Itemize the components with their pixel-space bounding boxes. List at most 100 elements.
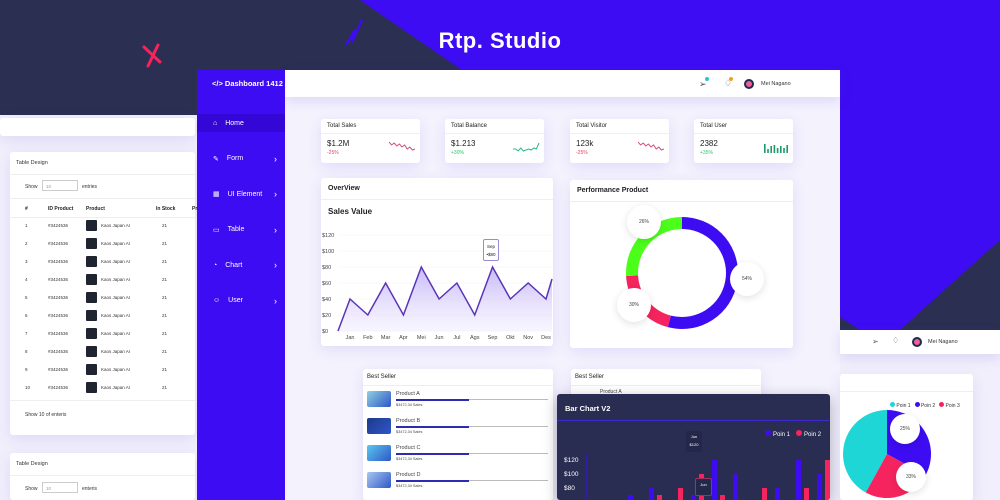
avatar[interactable] <box>744 79 754 89</box>
product-sales: $3472,34 Sales <box>396 457 423 461</box>
sparkbar <box>767 149 769 153</box>
row-id: #3424536 <box>48 331 69 336</box>
table-row[interactable]: 4 #3424536 Kaos Japan AI 21 <box>10 272 180 288</box>
zigzag-decoration <box>344 19 364 46</box>
legend-poin-2-label: Poin 2 <box>804 432 822 438</box>
x-tick-label: Apr <box>399 335 408 341</box>
sidebar-item-chart[interactable]: ◔ Chart › <box>197 256 285 274</box>
pie-card: Poin 1 Poin 2 Poin 3 25% 33% <box>840 374 973 500</box>
chevron-right-icon: › <box>274 260 277 270</box>
legend-poin-3[interactable]: Poin 3 <box>939 402 960 409</box>
sparkbar <box>773 145 776 153</box>
bar-poin-1 <box>649 488 654 500</box>
chevron-right-icon: › <box>274 189 277 199</box>
y-tick-label: $100 <box>322 249 334 255</box>
product-thumbnail <box>86 364 97 375</box>
best-seller-header: Best Seller <box>363 369 553 386</box>
row-product: Kaos Japan AI <box>101 295 131 300</box>
sidebar-item-user[interactable]: ☺ User › <box>197 292 285 310</box>
sidebar-item-ui-element[interactable]: ▦ UI Element › <box>197 185 285 203</box>
user-name[interactable]: Mei Nagano <box>761 81 791 87</box>
table-row[interactable]: 1 #3424536 Kaos Japan AI 21 <box>10 218 180 234</box>
bar-tooltip-value: $120 <box>689 442 699 447</box>
sidebar-item-form[interactable]: ✎ Form › <box>197 150 285 168</box>
table-row[interactable]: 2 #3424536 Kaos Japan AI 21 <box>10 236 180 252</box>
best-seller-item[interactable]: Product D $3472,34 Sales <box>367 470 552 500</box>
sidebar-item-label: User <box>228 297 243 304</box>
table-row[interactable]: 3 #3424536 Kaos Japan AI 21 <box>10 254 180 270</box>
row-id: #3424536 <box>48 349 69 354</box>
bell-icon[interactable]: ♢ <box>724 77 733 88</box>
sidebar-item-label: Chart <box>225 261 243 269</box>
send-icon[interactable]: ➢ <box>872 337 879 346</box>
col-id-product[interactable]: ID Product <box>48 206 74 212</box>
best-seller-card: Best Seller Product A $3472,34 Sales Pro… <box>363 369 553 500</box>
row-product: Kaos Japan AI <box>101 277 131 282</box>
table-row[interactable]: 6 #3424536 Kaos Japan AI 21 <box>10 308 180 324</box>
donut-label-green: 26% <box>627 205 661 239</box>
send-icon[interactable]: ➢ <box>699 77 709 90</box>
row-id: #3424536 <box>48 277 69 282</box>
entries-input-2[interactable]: 10 <box>42 482 78 493</box>
table-row[interactable]: 9 #3424536 Kaos Japan AI 21 <box>10 362 180 378</box>
right-user-name[interactable]: Mei Nagano <box>928 339 958 345</box>
sparkline-path <box>389 141 416 151</box>
table-card-2: Table Design Show 10 enteris <box>10 453 195 500</box>
bell-icon[interactable]: ♢ <box>892 336 900 345</box>
donut-label-blue: 54% <box>730 262 764 296</box>
row-id: #3424536 <box>48 223 69 228</box>
legend-poin-2[interactable]: Poin 2 <box>796 430 821 438</box>
right-window-header: ➢ ♢ Mei Nagano <box>840 330 1000 354</box>
chart-tooltip: Sep •$80 <box>483 239 499 261</box>
best-seller-2-header: Best Seller <box>571 369 761 386</box>
sidebar-item-label: UI Element <box>227 190 263 198</box>
sidebar-logo[interactable]: </> Dashboard 1412 <box>212 79 283 88</box>
legend-poin-1[interactable]: Poin 1 <box>890 402 911 409</box>
product-sales: $3472,34 Sales <box>396 484 423 488</box>
y-tick-label: $80 <box>322 265 331 271</box>
row-number: 4 <box>25 277 28 282</box>
left-panel-header <box>0 118 195 136</box>
table-row[interactable]: 10 #3424536 Kaos Japan AI 21 <box>10 380 180 396</box>
stat-card: Total User 2382 +35% <box>694 119 793 163</box>
col-price[interactable]: Pr <box>192 206 198 212</box>
chevron-right-icon: › <box>274 224 277 235</box>
x-tick-label: Okt <box>506 335 515 341</box>
col-number[interactable]: # <box>25 206 28 212</box>
avatar[interactable] <box>912 337 922 347</box>
stat-label: Total User <box>694 119 793 134</box>
row-id: #3424536 <box>48 367 69 372</box>
best-seller-item[interactable]: Product A $3472,34 Sales <box>367 389 552 419</box>
bar-poin-2 <box>804 488 809 500</box>
legend-poin-2[interactable]: Poin 2 <box>914 402 935 409</box>
stat-label: Total Balance <box>445 119 544 134</box>
bar-tooltip-2: Jun <box>695 478 712 496</box>
best-seller-item[interactable]: Product B $3472,34 Sales <box>367 416 552 446</box>
bar-poin-2 <box>762 488 767 500</box>
product-thumbnail <box>86 346 97 357</box>
stat-value: 2382 <box>700 139 718 148</box>
table-row[interactable]: 8 #3424536 Kaos Japan AI 21 <box>10 344 180 360</box>
sidebar-item-table[interactable]: ▭ Table › <box>197 221 285 239</box>
y-tick-label: $120 <box>564 457 579 464</box>
show-label-2: Show <box>25 486 38 492</box>
x-tick-label: Jun <box>435 335 444 341</box>
legend-poin-1-label: Poin 1 <box>773 432 791 438</box>
table-title: Table Design <box>16 160 48 166</box>
product-image <box>367 391 391 407</box>
table-row[interactable]: 5 #3424536 Kaos Japan AI 21 <box>10 290 180 306</box>
entries-input[interactable]: 10 <box>42 180 78 191</box>
col-product[interactable]: Product <box>86 206 105 212</box>
x-tick-label: Nov <box>523 335 533 341</box>
stat-value: 123k <box>576 139 594 148</box>
chevron-right-icon: › <box>274 295 277 306</box>
row-number: 5 <box>25 295 28 300</box>
best-seller-item[interactable]: Product C $3472,34 Sales <box>367 443 552 473</box>
sparkbar <box>780 146 782 153</box>
col-in-stock[interactable]: In Stock <box>156 206 176 212</box>
bar-poin-1 <box>628 495 633 500</box>
table-row[interactable]: 7 #3424536 Kaos Japan AI 21 <box>10 326 180 342</box>
top-header: ➢ ♢ Mei Nagano <box>285 70 840 97</box>
sidebar-item-home[interactable]: ⌂ Home <box>197 114 285 132</box>
legend-poin-1[interactable]: Poin 1 <box>765 430 790 438</box>
